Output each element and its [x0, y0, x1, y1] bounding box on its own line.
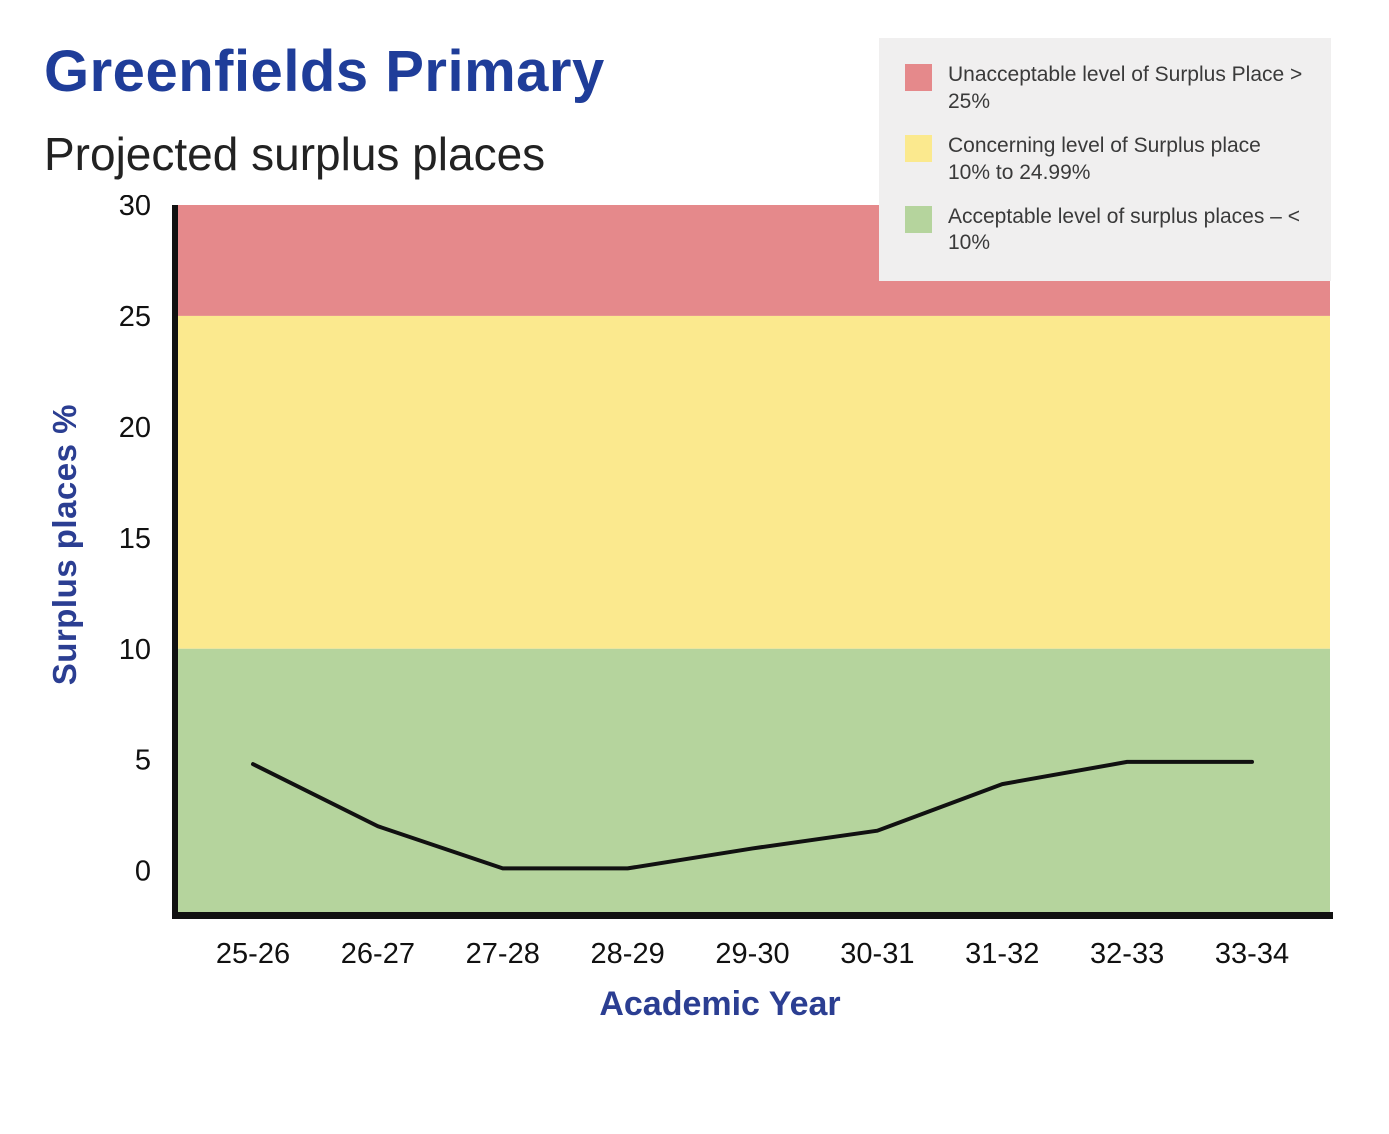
legend-swatch-yellow — [905, 134, 932, 162]
x-tick-label: 31-32 — [965, 938, 1039, 970]
y-tick-label: 0 — [135, 856, 151, 888]
x-tick-label: 30-31 — [840, 938, 914, 970]
y-axis-title-text: Surplus places % — [46, 404, 83, 686]
legend-item-acceptable: Acceptable level of surplus places – < 1… — [905, 204, 1305, 258]
y-tick-label: 25 — [119, 301, 151, 333]
page-title: Greenfields Primary — [44, 39, 605, 104]
legend-item-unacceptable: Unacceptable level of Surplus Place > 25… — [905, 62, 1305, 116]
y-axis-line — [172, 205, 178, 918]
legend-label: Acceptable level of surplus places – < 1… — [948, 204, 1300, 255]
legend: Unacceptable level of Surplus Place > 25… — [879, 38, 1331, 282]
x-axis-line — [172, 912, 1333, 919]
x-tick-label: 32-33 — [1090, 938, 1164, 970]
y-tick-label: 30 — [119, 195, 151, 222]
surplus-line — [251, 759, 1254, 871]
y-tick-label: 10 — [119, 634, 151, 666]
legend-label: Concerning level of Surplus place 10% to… — [948, 133, 1261, 184]
band-acceptable — [175, 648, 1330, 915]
legend-item-concerning: Concerning level of Surplus place 10% to… — [905, 133, 1305, 187]
x-tick-label: 27-28 — [466, 938, 540, 970]
page-subtitle: Projected surplus places — [44, 128, 546, 180]
legend-swatch-green — [905, 205, 932, 233]
x-tick-label: 33-34 — [1215, 938, 1289, 970]
legend-label: Unacceptable level of Surplus Place > 25… — [948, 63, 1303, 113]
y-axis-title: Surplus places % — [30, 195, 100, 985]
chart-area: Surplus places % 0 5 10 15 20 25 30 25-26 26-27 2… — [30, 195, 1361, 985]
y-tick-label: 20 — [119, 412, 151, 444]
x-tick-label: 29-30 — [715, 938, 789, 970]
x-tick-label: 28-29 — [591, 938, 665, 970]
x-axis-title: Academic Year — [599, 985, 841, 1023]
surplus-places-chart: 0 5 10 15 20 25 30 25-26 26-27 27-28 28-29 29-30 30-… — [119, 195, 1333, 970]
y-tick-label: 15 — [119, 523, 151, 555]
x-tick-label: 25-26 — [216, 938, 290, 970]
band-concerning — [175, 315, 1330, 649]
x-tick-label: 26-27 — [341, 938, 415, 970]
legend-swatch-red — [905, 64, 932, 91]
y-tick-label: 5 — [135, 745, 151, 777]
